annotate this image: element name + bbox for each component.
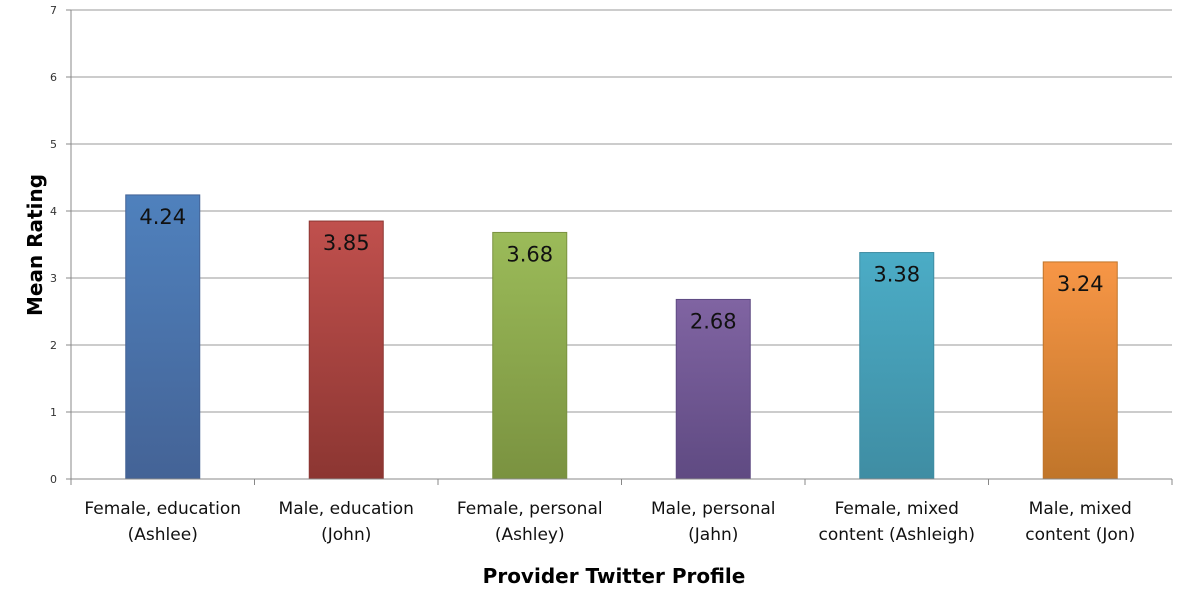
x-tick-label: Male, personal xyxy=(651,499,776,519)
x-tick-label: Male, education xyxy=(279,499,414,519)
y-tick-label: 2 xyxy=(50,339,57,352)
axes xyxy=(66,9,1173,485)
x-tick-label: (Ashley) xyxy=(495,525,565,545)
data-label: 3.38 xyxy=(873,263,920,287)
bar xyxy=(492,231,568,480)
y-tick-label: 6 xyxy=(50,71,57,84)
x-tick-label: Female, mixed xyxy=(835,499,959,519)
x-tick-label: (Jahn) xyxy=(688,525,738,545)
bar xyxy=(1042,261,1118,480)
bar xyxy=(308,220,384,480)
x-tick-label: content (Ashleigh) xyxy=(819,525,976,545)
bar xyxy=(125,194,201,480)
data-label: 4.24 xyxy=(139,205,186,229)
x-tick-label: Female, personal xyxy=(457,499,603,519)
y-tick-label: 4 xyxy=(50,205,57,218)
y-tick-label: 1 xyxy=(50,406,57,419)
data-label: 3.68 xyxy=(506,242,553,266)
y-tick-label: 3 xyxy=(50,272,57,285)
gridlines xyxy=(71,9,1172,413)
y-axis-title: Mean Rating xyxy=(23,174,47,316)
data-label: 3.85 xyxy=(323,231,370,255)
x-tick-label: (John) xyxy=(321,525,371,545)
y-tick-label: 0 xyxy=(50,473,57,486)
x-tick-label: content (Jon) xyxy=(1025,525,1135,545)
bar xyxy=(859,252,935,480)
labels: 0 1 2 3 4 5 6 7 4.24 Female, education (Ashlee) 3.8… xyxy=(50,4,1135,545)
x-tick-label: (Ashlee) xyxy=(128,525,198,545)
y-tick-label: 7 xyxy=(50,4,57,17)
x-tick-label: Female, education xyxy=(84,499,241,519)
bars xyxy=(125,194,1118,480)
y-tick-label: 5 xyxy=(50,138,57,151)
x-tick-label: Male, mixed xyxy=(1029,499,1132,519)
x-axis-title: Provider Twitter Profile xyxy=(483,564,746,588)
data-label: 2.68 xyxy=(690,309,737,333)
data-label: 3.24 xyxy=(1057,272,1104,296)
